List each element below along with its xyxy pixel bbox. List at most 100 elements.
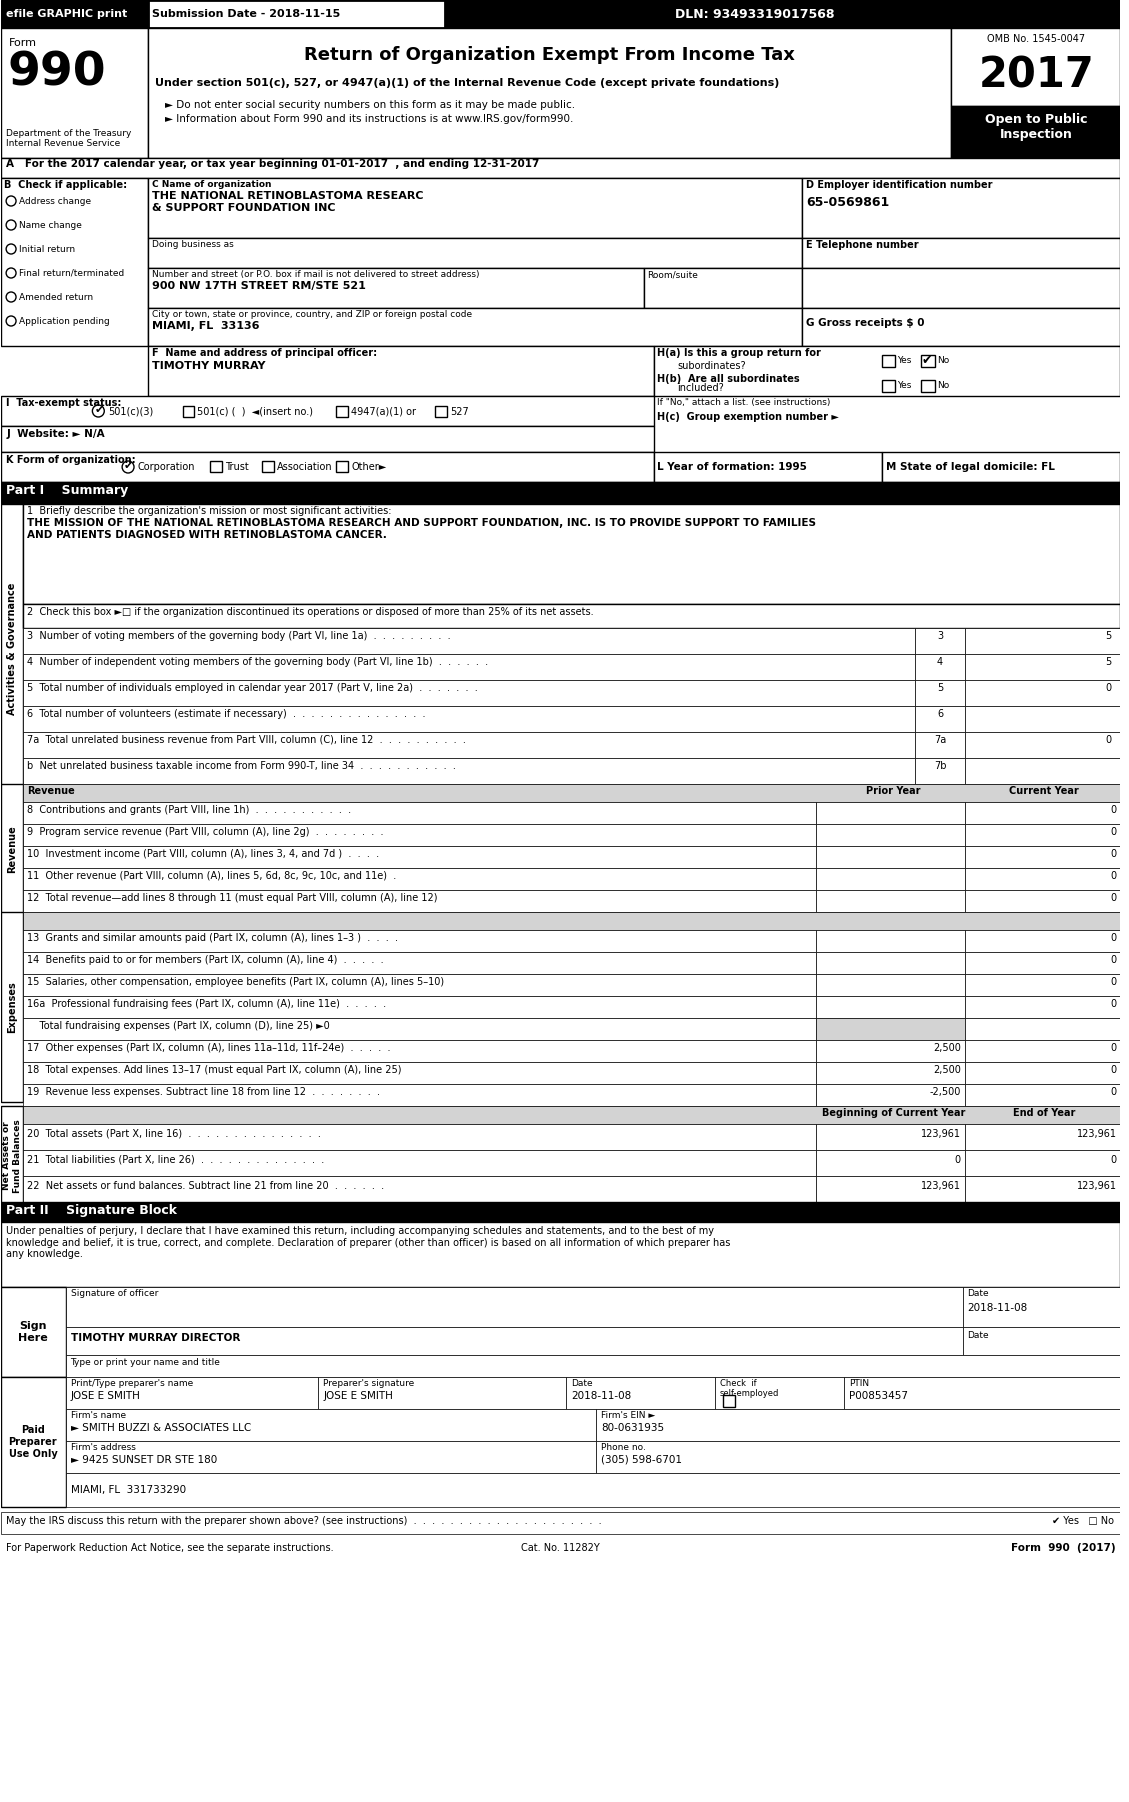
Bar bbox=[654, 346, 1120, 396]
Bar bbox=[965, 732, 1120, 759]
Circle shape bbox=[6, 268, 16, 278]
Text: Firm's address: Firm's address bbox=[71, 1443, 135, 1452]
Bar bbox=[916, 759, 965, 784]
Text: ✔ Yes   □ No: ✔ Yes □ No bbox=[1052, 1515, 1114, 1526]
Text: 123,961: 123,961 bbox=[921, 1180, 961, 1191]
Text: Initial return: Initial return bbox=[19, 245, 76, 254]
Bar bbox=[816, 1124, 965, 1150]
Circle shape bbox=[6, 315, 16, 326]
Bar bbox=[816, 869, 965, 890]
Text: End of Year: End of Year bbox=[1013, 1108, 1075, 1117]
Text: 4: 4 bbox=[937, 658, 943, 667]
Text: Yes: Yes bbox=[898, 380, 912, 389]
Text: 0: 0 bbox=[1111, 827, 1117, 836]
Text: Amended return: Amended return bbox=[19, 294, 94, 303]
Text: Sign
Here: Sign Here bbox=[18, 1321, 47, 1342]
Bar bbox=[803, 268, 1120, 308]
Bar bbox=[816, 1061, 965, 1085]
Text: 9  Program service revenue (Part VIII, column (A), line 2g)  .  .  .  .  .  .  .: 9 Program service revenue (Part VIII, co… bbox=[27, 827, 384, 836]
Text: A   For the 2017 calendar year, or tax year beginning 01-01-2017  , and ending 1: A For the 2017 calendar year, or tax yea… bbox=[6, 159, 540, 169]
Text: No: No bbox=[937, 380, 949, 389]
Text: Date: Date bbox=[966, 1332, 988, 1341]
Text: B  Check if applicable:: B Check if applicable: bbox=[5, 180, 128, 189]
Circle shape bbox=[6, 243, 16, 254]
Bar bbox=[23, 890, 816, 912]
Text: DLN: 93493319017568: DLN: 93493319017568 bbox=[675, 7, 834, 20]
Text: 0: 0 bbox=[1111, 1087, 1117, 1097]
Bar bbox=[65, 1472, 1120, 1506]
Text: Firm's EIN ►: Firm's EIN ► bbox=[601, 1411, 655, 1420]
Bar bbox=[816, 1177, 965, 1202]
Text: THE NATIONAL RETINOBLASTOMA RESEARC
& SUPPORT FOUNDATION INC: THE NATIONAL RETINOBLASTOMA RESEARC & SU… bbox=[152, 191, 423, 213]
Text: Activities & Governance: Activities & Governance bbox=[7, 582, 17, 715]
Bar bbox=[965, 997, 1120, 1018]
Text: Expenses: Expenses bbox=[7, 980, 17, 1033]
Text: ► Do not enter social security numbers on this form as it may be made public.: ► Do not enter social security numbers o… bbox=[165, 99, 575, 110]
Bar bbox=[23, 1061, 816, 1085]
Bar bbox=[1, 1512, 1120, 1534]
Bar bbox=[23, 975, 816, 997]
Text: 7a: 7a bbox=[934, 735, 946, 744]
Bar bbox=[816, 1150, 965, 1177]
Text: 20  Total assets (Part X, line 16)  .  .  .  .  .  .  .  .  .  .  .  .  .  .  .: 20 Total assets (Part X, line 16) . . . … bbox=[27, 1130, 321, 1139]
Bar bbox=[23, 784, 1120, 802]
Text: For Paperwork Reduction Act Notice, see the separate instructions.: For Paperwork Reduction Act Notice, see … bbox=[6, 1543, 334, 1553]
Bar bbox=[816, 975, 965, 997]
Text: Address change: Address change bbox=[19, 196, 91, 205]
Bar bbox=[1, 396, 654, 425]
Bar bbox=[1, 1541, 1120, 1561]
Text: Association: Association bbox=[277, 461, 332, 472]
Text: M State of legal domicile: FL: M State of legal domicile: FL bbox=[885, 461, 1054, 472]
Text: 3  Number of voting members of the governing body (Part VI, line 1a)  .  .  .  .: 3 Number of voting members of the govern… bbox=[27, 631, 450, 642]
Bar bbox=[23, 706, 916, 732]
Text: Form  990  (2017): Form 990 (2017) bbox=[1010, 1543, 1115, 1553]
Text: Check  if
self-employed: Check if self-employed bbox=[720, 1379, 779, 1398]
Bar bbox=[23, 1177, 816, 1202]
Text: 5: 5 bbox=[1105, 631, 1112, 642]
Text: 0: 0 bbox=[1111, 805, 1117, 815]
Text: Date: Date bbox=[966, 1288, 988, 1297]
Text: 80-0631935: 80-0631935 bbox=[601, 1424, 664, 1433]
Bar bbox=[965, 654, 1120, 679]
Text: If "No," attach a list. (see instructions): If "No," attach a list. (see instruction… bbox=[657, 398, 831, 407]
Bar bbox=[1, 178, 148, 346]
Bar bbox=[644, 268, 803, 308]
Text: 2017: 2017 bbox=[978, 56, 1094, 97]
Bar bbox=[65, 1442, 596, 1472]
Text: ✔: ✔ bbox=[921, 353, 931, 368]
Text: H(c)  Group exemption number ►: H(c) Group exemption number ► bbox=[657, 413, 839, 422]
Bar bbox=[1, 1222, 1120, 1287]
Bar bbox=[23, 1150, 816, 1177]
Text: C Name of organization: C Name of organization bbox=[152, 180, 271, 189]
Bar bbox=[816, 1018, 965, 1040]
Bar bbox=[965, 802, 1120, 824]
Bar bbox=[965, 845, 1120, 869]
Bar bbox=[963, 1287, 1120, 1326]
Text: JOSE E SMITH: JOSE E SMITH bbox=[71, 1391, 140, 1400]
Bar bbox=[951, 106, 1120, 159]
Text: 1  Briefly describe the organization's mission or most significant activities:: 1 Briefly describe the organization's mi… bbox=[27, 506, 392, 515]
Text: 10  Investment income (Part VIII, column (A), lines 3, 4, and 7d )  .  .  .  .: 10 Investment income (Part VIII, column … bbox=[27, 849, 379, 860]
Bar bbox=[148, 238, 803, 268]
Bar bbox=[596, 1442, 1120, 1472]
Bar bbox=[816, 1040, 965, 1061]
Text: Application pending: Application pending bbox=[19, 317, 110, 326]
Bar bbox=[965, 869, 1120, 890]
Text: ✔: ✔ bbox=[95, 405, 104, 414]
Circle shape bbox=[6, 196, 16, 205]
Bar bbox=[436, 405, 447, 416]
Bar bbox=[148, 178, 803, 238]
Text: Signature of officer: Signature of officer bbox=[71, 1288, 158, 1297]
Bar bbox=[654, 452, 882, 481]
Bar bbox=[803, 308, 1120, 346]
Text: Name change: Name change bbox=[19, 222, 82, 231]
Bar bbox=[148, 346, 654, 396]
Bar bbox=[23, 505, 1120, 604]
Text: 0: 0 bbox=[1111, 849, 1117, 860]
Bar bbox=[965, 890, 1120, 912]
Bar bbox=[916, 706, 965, 732]
Bar bbox=[723, 1395, 735, 1407]
Text: 990: 990 bbox=[7, 50, 106, 96]
Bar bbox=[596, 1409, 1120, 1442]
Text: 527: 527 bbox=[450, 407, 469, 416]
